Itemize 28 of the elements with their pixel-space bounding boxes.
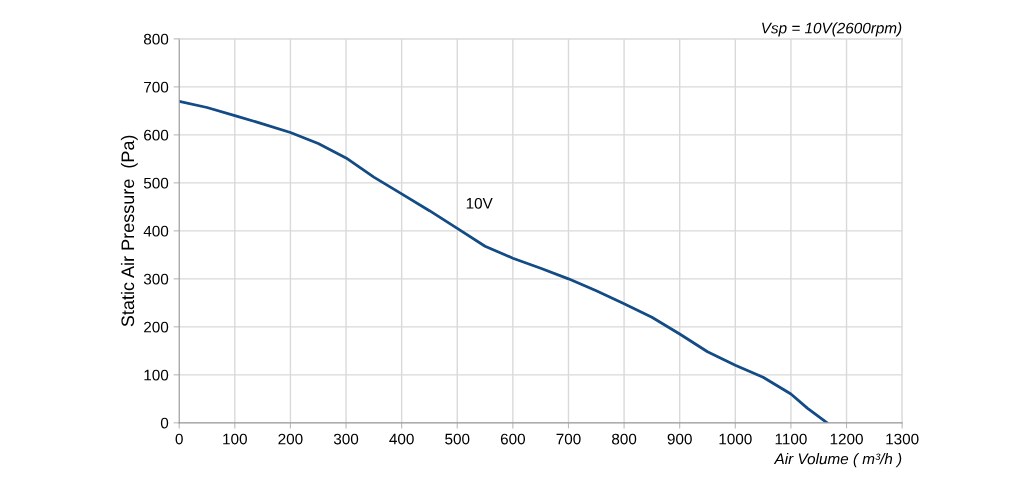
line-series: [179, 99, 829, 423]
x-tick-label: 600: [500, 433, 526, 445]
x-axis-title: Air Volume ( m³/h ): [773, 453, 902, 468]
y-tick-label: 800: [143, 33, 169, 45]
y-tick-label: 400: [143, 225, 169, 237]
x-tick-label: 1200: [830, 433, 863, 445]
x-tick-label: 500: [445, 433, 470, 445]
x-tick-label: 1300: [886, 433, 919, 445]
x-tick-label: 800: [612, 433, 637, 445]
x-tick-label: 900: [667, 433, 692, 445]
x-tick-label: 400: [389, 433, 414, 445]
x-tick-label: 1000: [719, 433, 752, 445]
y-tick-label: 0: [160, 417, 169, 429]
y-tick-label: 300: [143, 273, 169, 285]
x-tick-label: 1100: [775, 433, 807, 445]
x-tick-label: 0: [175, 433, 183, 445]
y-tick-label: 600: [144, 129, 169, 141]
x-tick-label: 300: [333, 433, 359, 445]
series-label: 10V: [466, 197, 493, 209]
x-tick-label: 100: [223, 433, 247, 445]
x-tick-label: 200: [278, 433, 303, 445]
y-axis-title: Static Air Pressure (Pa): [120, 135, 138, 327]
x-tick-label: 700: [556, 433, 581, 445]
y-tick-label: 200: [144, 321, 169, 333]
y-tick-label: 100: [144, 369, 169, 381]
y-tick-label: 500: [143, 177, 169, 189]
y-tick-label: 700: [144, 81, 169, 93]
chart-subtitle: Vsp = 10V(2600rpm): [762, 22, 902, 37]
